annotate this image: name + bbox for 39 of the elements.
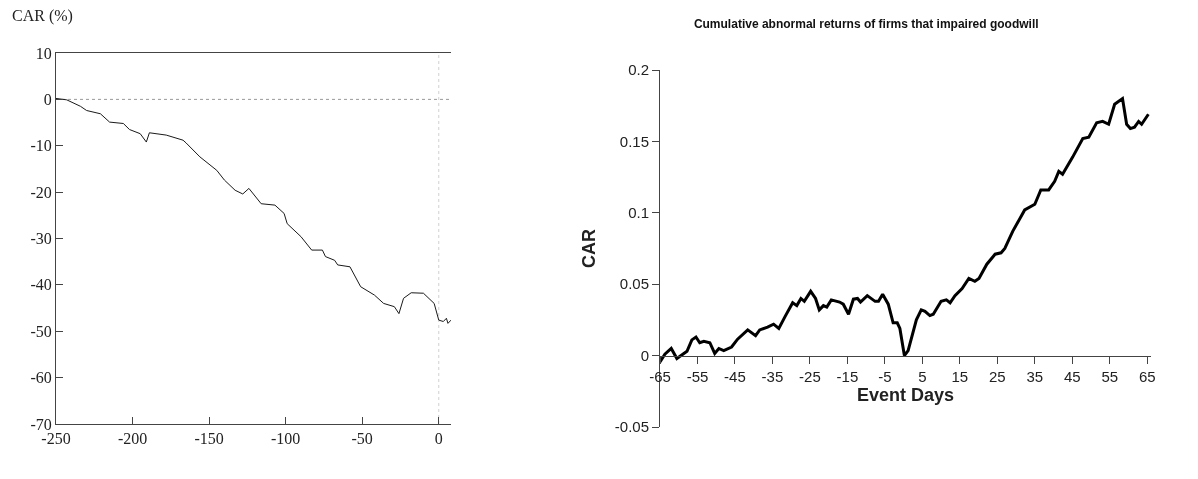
x-tick-label: -45	[724, 367, 746, 385]
y-tick-label: 0.2	[628, 61, 649, 79]
x-tick-label: -100	[270, 430, 301, 448]
y-tick-label: -70	[30, 415, 52, 433]
x-tick-label: -50	[351, 430, 373, 448]
x-tick-label: 45	[1063, 367, 1081, 385]
y-tick-label: -60	[30, 369, 52, 387]
x-tick-label: 35	[1026, 367, 1044, 385]
y-tick-label: 0.1	[628, 204, 649, 222]
x-tick-label: -25	[799, 367, 821, 385]
y-tick-label: 0.05	[619, 275, 649, 293]
y-tick-label: 10	[35, 44, 52, 62]
x-tick-label: -35	[761, 367, 784, 385]
x-tick-label: 65	[1138, 367, 1156, 385]
x-tick-label: 15	[951, 367, 969, 385]
x-tick-label: -15	[836, 367, 859, 385]
x-tick-label: -55	[686, 367, 709, 385]
x-tick-label: 5	[918, 367, 927, 385]
x-tick-label: -5	[878, 367, 892, 385]
x-axis-title: Event Days	[856, 384, 955, 405]
x-tick-label: -250	[41, 430, 71, 448]
y-axis-title: CAR (%)	[12, 7, 73, 25]
x-tick-label: 25	[988, 367, 1006, 385]
x-tick-label: 0	[434, 430, 443, 448]
x-tick-label: -150	[194, 430, 224, 448]
y-tick-label: -30	[30, 230, 52, 248]
chart-title: Cumulative abnormal returns of firms that impaired goodwill	[693, 17, 1039, 32]
y-tick-label: -50	[30, 322, 52, 340]
line-series	[56, 97, 451, 324]
y-tick-label: 0.15	[619, 132, 649, 150]
y-tick-label: -0.05	[614, 418, 649, 436]
y-tick-label: 0	[43, 90, 52, 108]
y-axis-title: CAR	[579, 229, 599, 268]
y-tick-label: -40	[30, 276, 52, 294]
x-tick-label: -200	[117, 430, 148, 448]
y-tick-label: -10	[30, 137, 52, 155]
x-tick-label: 55	[1101, 367, 1119, 385]
y-tick-label: 0	[640, 346, 649, 364]
y-tick-label: -20	[30, 183, 52, 201]
